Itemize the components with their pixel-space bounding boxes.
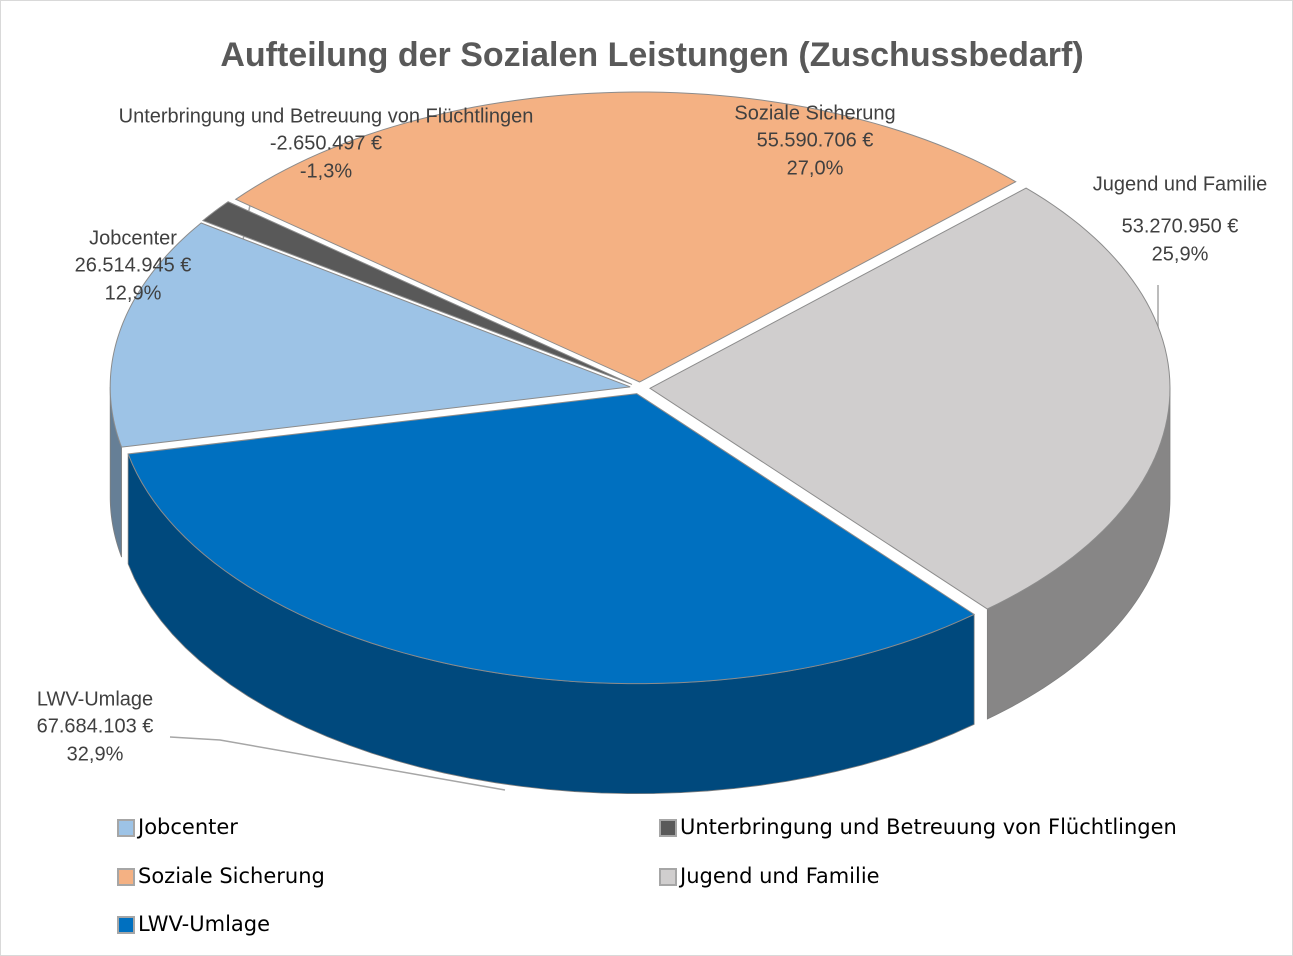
data-label-percent: 27,0% <box>787 157 844 179</box>
chart-title: Aufteilung der Sozialen Leistungen (Zusc… <box>220 36 1083 74</box>
data-label-value: -2.650.497 € <box>270 132 382 154</box>
legend-label: Jobcenter <box>136 815 238 839</box>
legend-swatch <box>659 819 677 837</box>
data-label-name: Jobcenter <box>89 227 177 249</box>
data-label-percent: 25,9% <box>1152 243 1209 265</box>
data-label-percent: -1,3% <box>300 160 352 182</box>
data-label-percent: 32,9% <box>67 743 124 765</box>
leader-line <box>169 736 506 791</box>
legend-swatch <box>117 916 135 934</box>
data-label-percent: 12,9% <box>105 282 162 304</box>
legend-label: LWV-Umlage <box>138 912 270 936</box>
data-label-value: 67.684.103 € <box>37 715 154 737</box>
data-label-name: Soziale Sicherung <box>734 102 895 124</box>
legend-swatch <box>117 819 135 837</box>
data-label-value: 55.590.706 € <box>757 129 874 151</box>
data-label-value: 26.514.945 € <box>75 254 192 276</box>
data-label-name: Unterbringung und Betreuung von Flüchtli… <box>119 105 534 127</box>
data-label-value: 53.270.950 € <box>1122 215 1239 237</box>
slice <box>127 393 976 685</box>
legend-label: Unterbringung und Betreuung von Flüchtli… <box>680 815 1177 839</box>
legend-label: Soziale Sicherung <box>138 864 325 888</box>
data-label-name: Jugend und Familie <box>1093 173 1268 195</box>
legend-swatch <box>659 868 677 886</box>
slice <box>234 91 1017 383</box>
data-label-name: LWV-Umlage <box>37 688 153 710</box>
slice <box>649 187 1171 610</box>
slice <box>109 222 631 448</box>
legend-label: Jugend und Familie <box>678 864 880 888</box>
legend-swatch <box>117 868 135 886</box>
slice <box>201 201 633 385</box>
